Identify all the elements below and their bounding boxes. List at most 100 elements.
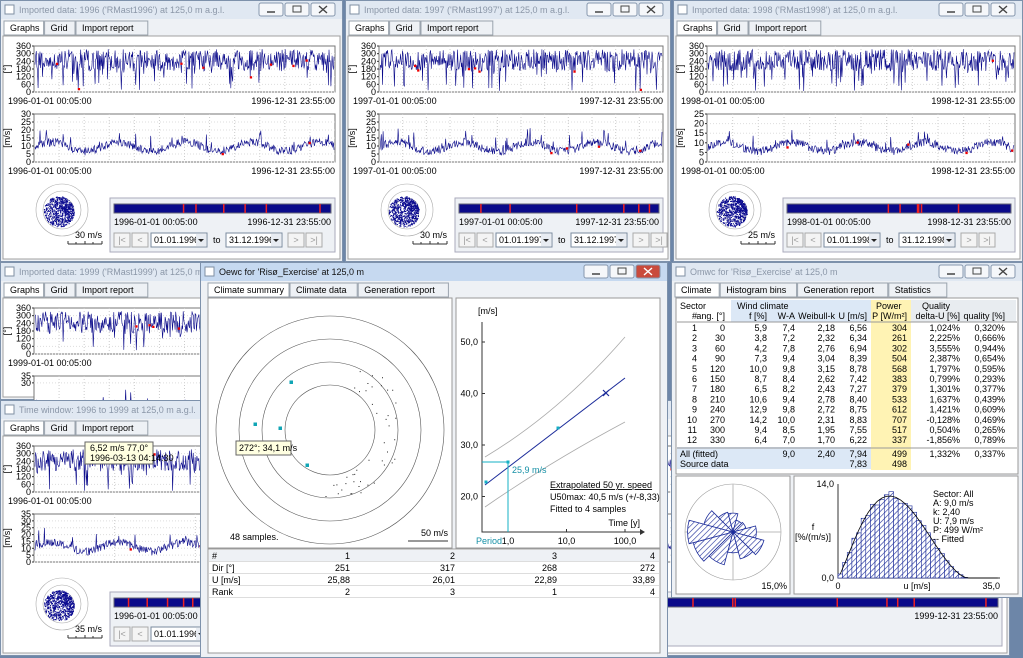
close-glyph: [318, 5, 328, 14]
y-tick-label: 0: [26, 487, 31, 497]
histogram-bar: [902, 503, 908, 579]
tab[interactable]: [44, 282, 76, 298]
table-cell: 7,2: [782, 333, 795, 343]
tab[interactable]: [3, 282, 45, 298]
tab[interactable]: [3, 420, 45, 436]
tab[interactable]: [357, 282, 449, 298]
y-tick-label: 300: [16, 49, 31, 59]
x-tick-label: 1,0: [502, 536, 515, 546]
tab[interactable]: [75, 282, 149, 298]
nav-button[interactable]: [804, 232, 822, 248]
date-combo[interactable]: [570, 232, 628, 248]
nav-button[interactable]: [113, 626, 131, 642]
y-tick-label: 360: [16, 41, 31, 51]
end-time: 1996-12-31 23:55:00: [251, 96, 335, 106]
row-label: All (fitted): [680, 449, 718, 459]
tab[interactable]: [207, 282, 290, 298]
nav-button[interactable]: [978, 232, 996, 248]
date-combo[interactable]: [495, 232, 553, 248]
title-bar: [1, 1, 342, 19]
maximize-button[interactable]: [609, 264, 635, 279]
table-row-cell: 2: [345, 587, 350, 597]
tab[interactable]: [44, 420, 76, 436]
table-cell: 8,2: [782, 384, 795, 394]
minimize-button[interactable]: [583, 264, 609, 279]
highlight-sample: [253, 422, 257, 426]
y-tick-label: 300: [361, 49, 376, 59]
tab[interactable]: [75, 20, 149, 36]
nav-button[interactable]: [287, 232, 305, 248]
date-combo[interactable]: [150, 232, 208, 248]
timeline-start: 1997-01-01 00:05:00: [459, 217, 543, 227]
nav-button[interactable]: [113, 232, 131, 248]
table-cell: 330: [710, 435, 725, 445]
maximize-glyph: [972, 5, 982, 13]
table-row-cell: 251: [335, 563, 350, 573]
column-header: f [%]: [749, 311, 767, 321]
tab-label: Import report: [427, 23, 479, 33]
minimize-button[interactable]: [258, 2, 284, 17]
highlight-sample: [278, 426, 282, 430]
y-tick-label: 20: [366, 125, 376, 135]
polar-ring: [238, 338, 422, 522]
timeline-flag: [692, 598, 694, 607]
nav-button[interactable]: [131, 626, 149, 642]
maximize-button[interactable]: [612, 2, 638, 17]
table-cell: 7,94: [849, 449, 867, 459]
date-combo[interactable]: [898, 232, 956, 248]
tooltip-text: 6,52 m/s 77,0°: [90, 443, 149, 453]
table-row-label: Rank: [212, 587, 234, 597]
nav-button[interactable]: [476, 232, 494, 248]
nav-button[interactable]: [650, 232, 668, 248]
x-tick-label: 0: [835, 581, 840, 591]
y-tick-label: 20,0: [460, 492, 478, 502]
rose-scatter: [44, 590, 75, 621]
column-header: delta-U [%]: [915, 311, 960, 321]
tab[interactable]: [748, 20, 822, 36]
nav-button[interactable]: [305, 232, 323, 248]
nav-button[interactable]: [786, 232, 804, 248]
minimize-button[interactable]: [586, 2, 612, 17]
column-group: Sector: [680, 301, 706, 311]
timeline-flag: [985, 598, 987, 607]
tab[interactable]: [719, 282, 798, 298]
tab[interactable]: [289, 282, 358, 298]
table-cell: 6,22: [849, 435, 867, 445]
table-row-cell: 268: [542, 563, 557, 573]
tab[interactable]: [75, 420, 149, 436]
minimize-button[interactable]: [938, 264, 964, 279]
time-series: [707, 48, 1015, 92]
nav-button[interactable]: [458, 232, 476, 248]
tab[interactable]: [676, 20, 718, 36]
table-row-cell: 272: [640, 563, 655, 573]
tab[interactable]: [44, 20, 76, 36]
nav-button[interactable]: [960, 232, 978, 248]
maximize-button[interactable]: [964, 264, 990, 279]
table-cell: -1,856%: [926, 435, 960, 445]
maximize-button[interactable]: [964, 2, 990, 17]
nav-button-label: >|: [983, 235, 991, 245]
table-cell: 180: [710, 384, 725, 394]
date-combo[interactable]: [225, 232, 283, 248]
table-cell: 11: [688, 425, 697, 435]
y-tick-label: 25: [366, 117, 376, 127]
nav-button[interactable]: [131, 232, 149, 248]
tab[interactable]: [3, 20, 45, 36]
timeline-flag: [244, 204, 246, 213]
tab[interactable]: [888, 282, 948, 298]
date-combo[interactable]: [823, 232, 881, 248]
tab[interactable]: [389, 20, 421, 36]
date-value: 01.01.1997: [499, 235, 544, 245]
minimize-button[interactable]: [938, 2, 964, 17]
tab[interactable]: [717, 20, 749, 36]
maximize-button[interactable]: [284, 2, 310, 17]
tab[interactable]: [674, 282, 720, 298]
table-cell: 120: [710, 364, 725, 374]
tab[interactable]: [797, 282, 889, 298]
nav-button[interactable]: [632, 232, 650, 248]
table-cell: 10: [687, 415, 697, 425]
tab[interactable]: [348, 20, 390, 36]
end-time: 1998-12-31 23:55:00: [931, 96, 1015, 106]
histogram-bar: [865, 515, 871, 579]
tab[interactable]: [420, 20, 494, 36]
